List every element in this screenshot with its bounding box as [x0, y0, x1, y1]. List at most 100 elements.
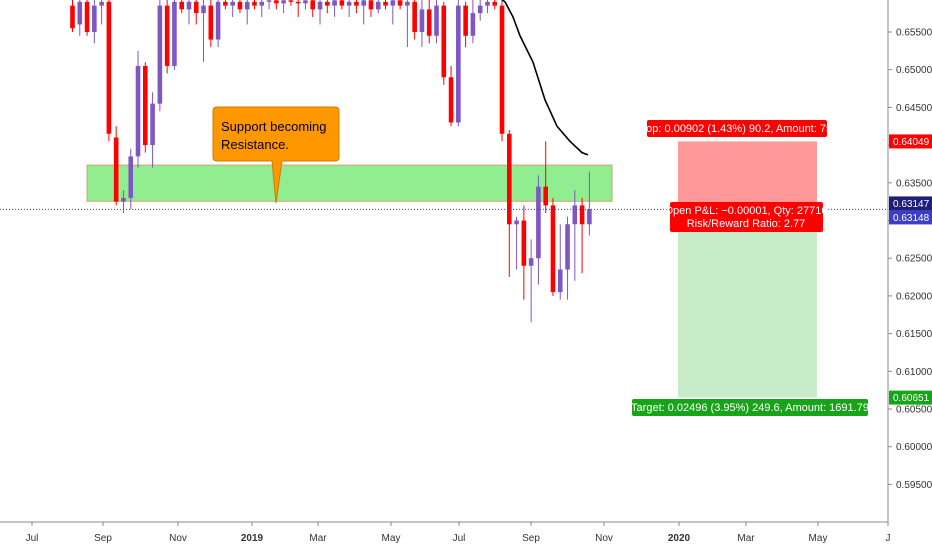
candle — [499, 0, 505, 142]
candle-body — [470, 13, 476, 36]
candles-layer — [70, 0, 592, 323]
candle — [310, 0, 316, 17]
candle-body — [135, 65, 141, 157]
candle-body — [172, 1, 177, 66]
x-tick-label: J — [886, 533, 891, 544]
x-tick-label: May — [382, 533, 401, 544]
candle-body — [325, 1, 330, 6]
candle — [419, 0, 425, 48]
candle-body — [208, 5, 214, 40]
candle — [397, 0, 403, 10]
candle — [201, 0, 206, 63]
candle — [434, 0, 439, 44]
candle-body — [339, 0, 345, 6]
entry-price-tag: 0.63148 — [889, 210, 932, 225]
pnl-label-background — [670, 202, 823, 232]
current-price-tag: 0.63147 — [889, 196, 932, 211]
candle — [266, 0, 272, 10]
candle — [550, 197, 556, 296]
candle — [456, 0, 461, 127]
stop-price-tag: 0.64049 — [889, 134, 932, 149]
pnl-label-line-2: Risk/Reward Ratio: 2.77 — [687, 218, 806, 230]
candle-body — [215, 1, 221, 40]
candle-body — [310, 0, 316, 10]
pnl-label-group[interactable]: Open P&L: −0.00001, Qty: 27716 Risk/Rewa… — [665, 202, 828, 232]
support-resistance-zone[interactable] — [86, 164, 613, 202]
y-tick-label: 0.61500 — [896, 329, 932, 340]
candle-body — [121, 197, 126, 202]
y-tick-label: 0.60000 — [896, 442, 932, 453]
candle-body — [346, 1, 352, 6]
x-tick-label: Nov — [595, 533, 613, 544]
candle — [259, 0, 265, 17]
candle — [303, 0, 308, 10]
candle-body — [186, 1, 192, 10]
candle — [237, 0, 243, 14]
candle-body — [354, 1, 359, 6]
stop-label-group[interactable]: Stop: 0.00902 (1.43%) 90.2, Amount: 750 — [636, 120, 838, 137]
target-label-group[interactable]: Target: 0.02496 (3.95%) 249.6, Amount: 1… — [631, 399, 869, 416]
x-tick-label: 2019 — [241, 533, 264, 544]
target-label-background — [632, 399, 868, 416]
candle-body — [441, 5, 447, 78]
candle-body — [587, 209, 592, 225]
candle — [208, 0, 214, 48]
candle — [507, 130, 512, 278]
candle — [164, 0, 170, 74]
candle — [295, 0, 301, 17]
candle — [230, 0, 235, 17]
callout-bubble[interactable] — [212, 106, 340, 204]
candle-body — [390, 0, 396, 6]
candle-body — [368, 0, 374, 10]
candle — [317, 0, 323, 25]
candle-body — [244, 1, 250, 10]
candle-body — [375, 1, 381, 10]
time-axis[interactable]: Jul Sep Nov 2019 Mar May Jul Sep Nov 2020 Mar May J — [26, 522, 891, 544]
y-tick-label: 0.60500 — [896, 405, 932, 416]
candle-body — [230, 1, 235, 6]
candle-body — [397, 0, 403, 6]
moving-average-line[interactable] — [500, 0, 589, 156]
candle — [172, 0, 177, 70]
candle-body — [281, 0, 286, 4]
candle — [492, 0, 498, 10]
candle — [470, 0, 476, 44]
candle — [441, 1, 447, 85]
candle — [368, 0, 374, 17]
candle-body — [77, 1, 83, 25]
candle-body — [463, 5, 468, 36]
candle — [405, 0, 410, 48]
candle-body — [419, 9, 425, 32]
candle — [77, 0, 83, 36]
target-price-tag-background — [889, 390, 932, 405]
candle-body — [536, 186, 541, 259]
target-zone[interactable] — [678, 209, 817, 398]
x-tick-label: Mar — [737, 533, 755, 544]
candle-body — [128, 156, 134, 198]
stop-price-tag-text: 0.64049 — [893, 137, 930, 148]
candle-body — [477, 5, 483, 14]
annotation-callout[interactable]: Support becoming Resistance. — [212, 106, 340, 204]
stop-zone[interactable] — [678, 141, 817, 210]
candle-body — [405, 1, 410, 6]
candle — [215, 0, 221, 48]
candle-body — [499, 5, 505, 134]
callout-line-1: Support becoming — [221, 119, 327, 134]
candle-body — [579, 205, 585, 225]
candle-body — [201, 5, 206, 14]
candle-body — [92, 5, 97, 32]
candle-body — [223, 1, 228, 6]
candle-body — [565, 224, 570, 270]
candle-body — [507, 133, 512, 225]
y-tick-label: 0.65000 — [896, 65, 932, 76]
candle — [572, 190, 578, 281]
candle — [193, 0, 199, 25]
candle-body — [295, 1, 301, 4]
candle-body — [237, 1, 243, 10]
candle-body — [514, 220, 519, 225]
candle — [448, 65, 454, 127]
candle-body — [521, 220, 527, 266]
candle — [274, 0, 279, 10]
candle — [543, 141, 548, 213]
